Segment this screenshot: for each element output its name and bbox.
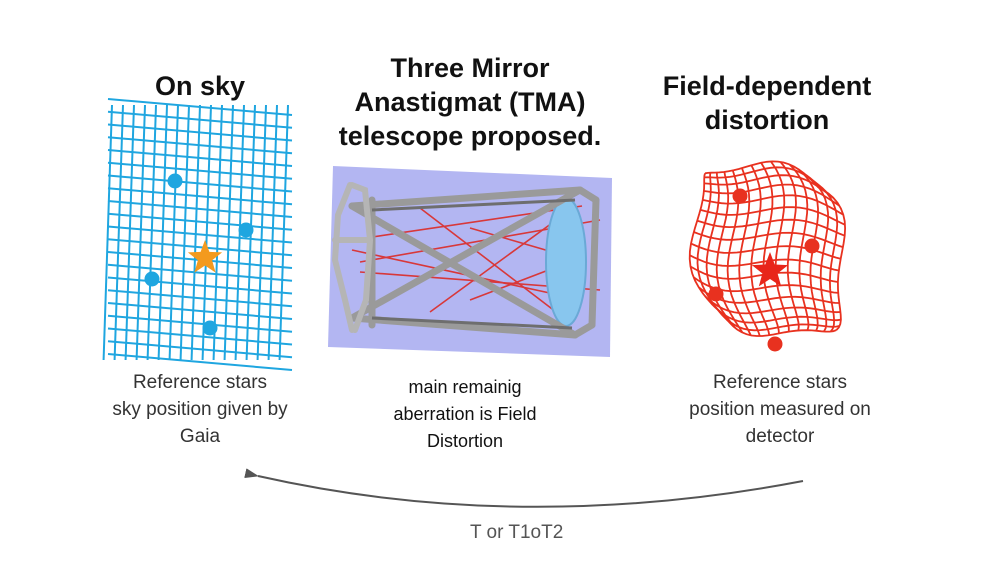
sky-grid-vline [278, 104, 289, 361]
sky-grid-hline [107, 149, 293, 167]
reference-star-dot [238, 222, 254, 238]
sky-caption-line-1: Reference stars [132, 372, 268, 393]
telescope-title-line-1: Three Mirror [390, 53, 550, 83]
distortion-grid [688, 160, 847, 337]
distortion-caption-line-1: Reference stars [712, 372, 848, 393]
telescope-caption: main remainig aberration is Field Distor… [355, 374, 575, 455]
sky-markers [144, 173, 254, 336]
telescope-title-line-3: telescope proposed. [338, 121, 602, 151]
transform-arrow [244, 468, 804, 508]
sky-grid-vline [124, 104, 135, 361]
sky-grid-hline [107, 327, 293, 346]
sky-grid-hline [107, 161, 293, 180]
measured-star-dot [804, 238, 820, 254]
sky-grid-hline [107, 314, 293, 333]
sky-grid-hline [107, 110, 293, 129]
distortion-grid-hline [704, 295, 841, 315]
measured-star-dot [708, 286, 724, 302]
truss-shadows [371, 198, 576, 330]
distortion-title: Field-dependent distortion [642, 69, 892, 137]
target-star-icon [187, 240, 223, 273]
distortion-grid-hline [693, 231, 844, 248]
reference-star-dot [202, 320, 218, 336]
sky-grid-hline [107, 187, 293, 206]
sky-grid-vline [135, 104, 146, 361]
sky-grid-hline [107, 136, 293, 155]
telescope-caption-line-3: Distortion [426, 431, 504, 451]
distortion-grid-hline [703, 183, 840, 207]
sky-grid-hline [107, 123, 293, 142]
distortion-markers [708, 188, 820, 352]
distortion-grid-hline [689, 254, 839, 272]
distortion-caption: Reference stars position measured on det… [660, 369, 900, 450]
sky-grid-hline [107, 238, 293, 257]
sky-grid-hline [107, 225, 293, 244]
sky-grid-vline [201, 104, 212, 361]
sky-grid-hline [107, 276, 293, 295]
sky-grid-vline [113, 104, 124, 361]
telescope-caption-line-2: aberration is Field [393, 404, 537, 424]
distortion-title-line-1: Field-dependent [662, 71, 872, 101]
reference-star-dot [144, 271, 160, 287]
telescope-title-line-2: Anastigmat (TMA) [354, 87, 586, 117]
sky-grid-vline [223, 104, 234, 361]
distortion-caption-line-3: detector [745, 426, 815, 447]
sky-grid-vline [157, 104, 168, 361]
target-star-icon [751, 252, 789, 287]
sky-grid [102, 98, 293, 371]
sky-title: On sky [154, 71, 246, 101]
sky-grid-hline [107, 263, 293, 282]
measured-star-dot [732, 188, 748, 204]
sky-grid-vline [256, 104, 267, 361]
distortion-grid-hline [704, 166, 827, 193]
sky-caption-line-2: sky position given by [112, 399, 288, 420]
telescope-image [328, 166, 612, 357]
sky-grid-hline [107, 289, 293, 308]
distortion-grid-hline [700, 206, 846, 226]
distortion-grid-hline [722, 313, 837, 337]
sky-grid-hline [107, 353, 293, 371]
sky-grid-vline [267, 104, 278, 361]
distortion-title-line-2: distortion [704, 105, 830, 135]
sky-grid-vline [146, 104, 157, 361]
sky-grid-hline [107, 340, 293, 359]
sky-grid-vline [190, 104, 201, 361]
telescope-title: Three Mirror Anastigmat (TMA) telescope … [322, 51, 618, 153]
sky-caption-line-3: Gaia [179, 426, 221, 447]
secondary-frame [331, 182, 374, 333]
sky-caption: Reference stars sky position given by Ga… [80, 369, 320, 450]
sky-grid-hline [107, 98, 293, 116]
primary-mirror [545, 197, 587, 327]
sky-grid-hline [107, 302, 293, 320]
sky-grid-vline [212, 104, 223, 361]
distortion-caption-line-2: position measured on [689, 399, 871, 420]
arrow-label: T or T1oT2 [470, 522, 564, 543]
sky-grid-hline [107, 174, 293, 193]
measured-star-dot [767, 336, 783, 352]
distortion-grid-hline [702, 194, 844, 216]
sky-grid-hline [107, 200, 293, 218]
distortion-grid-hline [717, 309, 840, 332]
telescope-truss [348, 186, 600, 339]
distortion-grid-hline [690, 242, 841, 260]
telescope-caption-line-1: main remainig [408, 377, 522, 397]
distortion-grid-hline [696, 218, 846, 237]
reference-star-dot [167, 173, 183, 189]
distortion-grid-hline [704, 174, 834, 199]
distortion-grid-hline [710, 303, 842, 324]
sky-grid-vline [102, 104, 113, 361]
distortion-grid-hline [704, 160, 820, 189]
sky-grid-hline [107, 212, 293, 231]
